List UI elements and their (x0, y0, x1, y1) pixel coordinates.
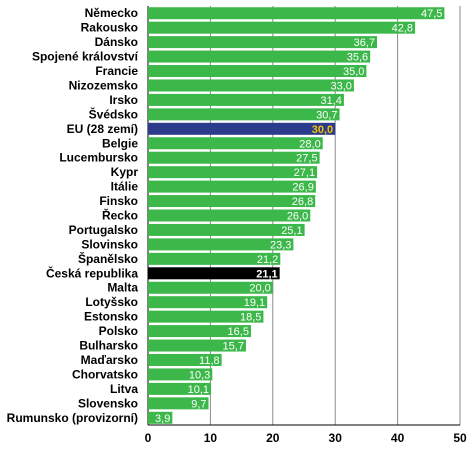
category-label: Kypr (111, 165, 139, 179)
category-label: Nizozemsko (69, 78, 138, 92)
bar (148, 267, 280, 280)
value-label: 11,8 (199, 355, 220, 367)
bar (148, 281, 273, 294)
value-label: 36,7 (354, 37, 375, 49)
category-label: Finsko (99, 194, 138, 208)
bar (148, 166, 318, 179)
bar (148, 7, 445, 20)
value-label: 9,7 (191, 398, 206, 410)
x-tick-label: 40 (391, 431, 405, 445)
value-label: 21,1 (256, 268, 277, 280)
category-label: Maďarsko (81, 353, 138, 367)
category-label: Chorvatsko (72, 367, 138, 381)
x-axis: 0 10 20 30 40 50 (145, 424, 467, 445)
x-tick-label: 50 (453, 431, 467, 445)
bar (148, 122, 336, 135)
category-label: Rumunsko (provizorní) (7, 411, 138, 425)
x-tick-label: 10 (204, 431, 218, 445)
category-label: Slovinsko (81, 237, 138, 251)
category-label: Řecko (102, 208, 138, 223)
value-label: 30,7 (316, 109, 337, 121)
bar (148, 353, 222, 366)
bar (148, 21, 416, 34)
bar (148, 209, 311, 222)
value-label: 31,4 (321, 95, 342, 107)
category-label: Polsko (99, 324, 138, 338)
value-label: 27,1 (294, 167, 315, 179)
category-label: Irsko (109, 93, 138, 107)
category-label: Belgie (102, 136, 138, 150)
value-label: 35,0 (343, 66, 364, 78)
category-label: Lotyšsko (85, 295, 138, 309)
x-tick-label: 30 (329, 431, 343, 445)
category-label: EU (28 zemí) (67, 122, 138, 136)
category-label: Malta (107, 281, 138, 295)
bar (148, 223, 305, 236)
value-label: 25,1 (281, 225, 302, 237)
bar (148, 65, 367, 78)
category-label: Spojené království (32, 50, 139, 64)
bar (148, 397, 209, 410)
value-label: 26,0 (287, 211, 308, 223)
bar (148, 296, 268, 309)
chart-bars (148, 7, 445, 424)
category-label: Slovensko (78, 396, 138, 410)
category-label: Španělsko (78, 251, 138, 266)
value-label: 28,0 (299, 138, 320, 150)
value-label: 16,5 (228, 326, 249, 338)
value-label: 26,9 (292, 182, 313, 194)
value-label: 27,5 (296, 153, 317, 165)
category-label: Estonsko (84, 310, 138, 324)
bar (148, 79, 354, 92)
category-label: Litva (110, 382, 138, 396)
value-labels: 47,5 42,8 36,7 35,6 35,0 33,0 31,4 30,7 30,0 28,0… (155, 8, 442, 425)
value-label: 26,8 (292, 196, 313, 208)
bar (148, 195, 316, 208)
bar (148, 50, 371, 63)
value-label: 23,3 (270, 239, 291, 251)
category-label: Lucembursko (59, 151, 138, 165)
x-tick-label: 0 (145, 431, 152, 445)
category-label: Dánsko (95, 35, 138, 49)
category-label: Německo (85, 6, 138, 20)
bar (148, 411, 173, 424)
value-label: 21,2 (257, 254, 278, 266)
category-label: Itálie (111, 180, 139, 194)
value-label: 20,0 (249, 283, 270, 295)
category-label: Švédsko (89, 106, 138, 121)
value-label: 10,3 (189, 369, 210, 381)
bar (148, 310, 264, 323)
value-label: 33,0 (330, 80, 351, 92)
bar (148, 108, 340, 121)
value-label: 10,1 (188, 384, 209, 396)
value-label: 42,8 (392, 23, 413, 35)
category-label: Francie (95, 64, 138, 78)
value-label: 47,5 (421, 8, 442, 20)
category-label: Bulharsko (79, 339, 138, 353)
bar (148, 382, 212, 395)
value-label: 35,6 (347, 52, 368, 64)
bar (148, 151, 320, 164)
category-label: Rakousko (81, 21, 138, 35)
bar (148, 180, 316, 193)
x-tick-label: 20 (266, 431, 280, 445)
bar (148, 238, 294, 251)
value-label: 30,0 (312, 124, 333, 136)
value-label: 18,5 (240, 312, 261, 324)
bar (148, 325, 251, 338)
bar (148, 36, 378, 49)
bar (148, 252, 281, 265)
category-label: Portugalsko (69, 223, 138, 237)
bar (148, 339, 246, 352)
value-label: 15,7 (223, 341, 244, 353)
value-label: 3,9 (155, 413, 170, 425)
value-label: 19,1 (244, 297, 265, 309)
category-label: Česká republika (46, 265, 138, 280)
bar (148, 368, 213, 381)
bar (148, 93, 344, 106)
bar (148, 137, 323, 150)
